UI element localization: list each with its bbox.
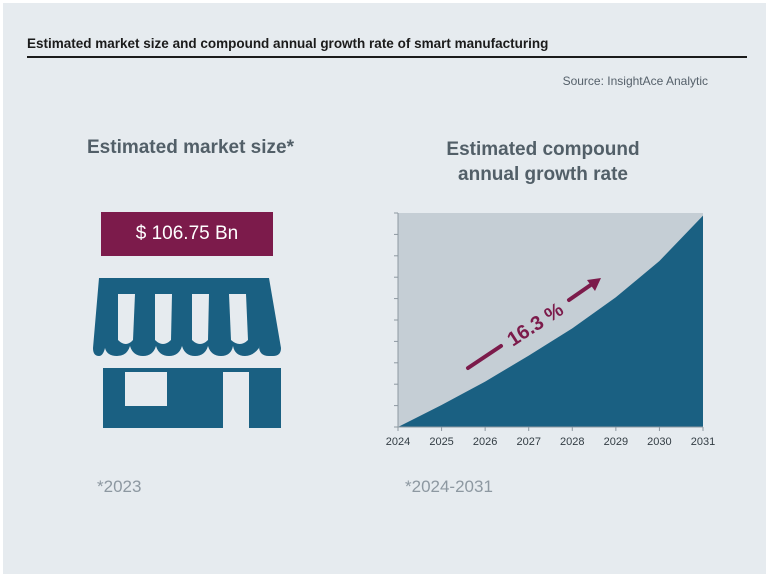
x-tick-label: 2024 <box>386 436 410 448</box>
page-title: Estimated market size and compound annua… <box>27 36 747 58</box>
market-size-footnote: *2023 <box>97 477 142 496</box>
x-tick-label: 2030 <box>647 436 671 448</box>
x-tick-label: 2026 <box>473 436 497 448</box>
growth-arrow-tail <box>466 344 503 370</box>
series-area <box>398 215 703 427</box>
growth-rate-footnote: *2024-2031 <box>405 477 493 496</box>
growth-rate-heading-line2: annual growth rate <box>458 164 628 185</box>
x-tick-label: 2031 <box>691 436 715 448</box>
infographic-panel: Estimated market size and compound annua… <box>3 3 766 574</box>
source-note: Source: InsightAce Analytic <box>562 74 708 88</box>
growth-rate-heading: Estimated compound annual growth rate <box>423 137 663 187</box>
store-door <box>223 372 249 428</box>
growth-arrow-head <box>587 278 601 291</box>
x-tick-label: 2028 <box>560 436 584 448</box>
store-window <box>125 372 167 406</box>
market-size-value: $ 106.75 Bn <box>101 212 273 256</box>
storefront-icon <box>93 278 281 428</box>
growth-rate-heading-line1: Estimated compound <box>446 139 640 160</box>
x-tick-label: 2025 <box>429 436 453 448</box>
market-size-heading: Estimated market size* <box>87 137 294 158</box>
x-tick-label: 2027 <box>516 436 540 448</box>
x-tick-label: 2029 <box>604 436 628 448</box>
